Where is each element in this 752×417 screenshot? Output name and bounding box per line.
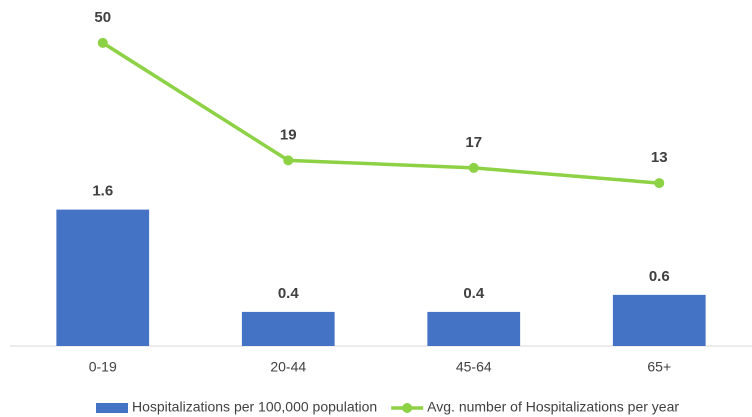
- legend-swatch: [402, 403, 413, 413]
- data-label: 50: [94, 9, 111, 26]
- legend-swatch: [96, 403, 128, 413]
- bar: [241, 311, 335, 346]
- x-tick-label: 45-64: [456, 359, 492, 375]
- line-marker: [468, 162, 479, 173]
- data-label: 0.4: [463, 285, 485, 302]
- x-tick-label: 0-19: [89, 359, 117, 375]
- bar: [612, 294, 706, 346]
- line-marker: [97, 37, 108, 48]
- data-label: 13: [651, 149, 668, 166]
- bar: [56, 209, 150, 346]
- legend-label: Hospitalizations per 100,000 population: [132, 399, 377, 415]
- line: [101, 41, 660, 185]
- line-marker: [654, 178, 665, 189]
- data-label: 0.6: [649, 268, 670, 285]
- legend-label: Avg. number of Hospitalizations per year: [427, 399, 679, 415]
- data-label: 19: [280, 126, 297, 143]
- data-label: 1.6: [92, 183, 113, 200]
- x-tick-label: 65+: [647, 359, 671, 375]
- bar: [427, 311, 521, 346]
- x-tick-label: 20-44: [270, 359, 306, 375]
- data-label: 0.4: [278, 285, 300, 302]
- data-label: 17: [465, 134, 482, 151]
- line-marker: [283, 155, 294, 166]
